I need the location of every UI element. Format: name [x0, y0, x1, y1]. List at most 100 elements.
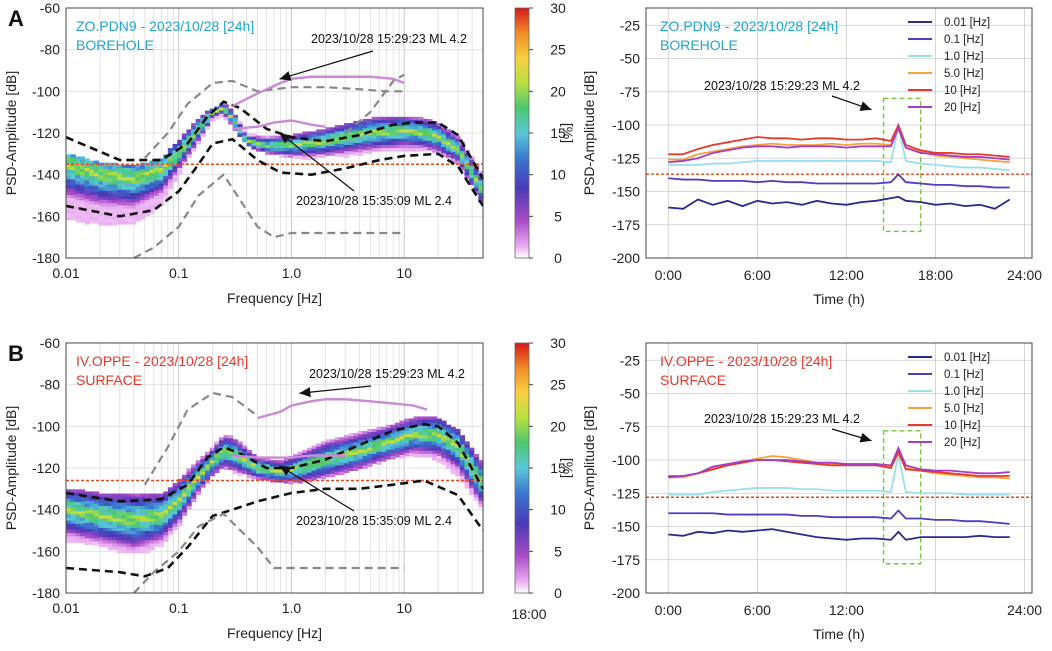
x-axis-label: Time (h) — [813, 626, 865, 642]
density-cell — [260, 144, 266, 149]
density-cell — [232, 445, 239, 450]
density-cell — [107, 527, 113, 532]
density-cell — [223, 116, 229, 121]
density-cell — [163, 179, 169, 183]
density-cell — [181, 496, 188, 501]
density-cell — [422, 118, 428, 123]
density-cell — [432, 441, 438, 445]
density-cell — [93, 516, 100, 520]
density-cell — [339, 143, 345, 148]
density-cell — [381, 426, 387, 431]
x-axis-label: Time (h) — [813, 291, 865, 307]
density-cell — [427, 137, 433, 142]
density-cell — [209, 453, 215, 458]
density-cell — [112, 527, 118, 532]
density-cell — [408, 138, 415, 143]
density-cell — [135, 493, 141, 498]
density-cell — [302, 131, 308, 135]
density-cell — [473, 494, 479, 499]
density-cell — [195, 140, 201, 145]
density-cell — [242, 470, 248, 475]
density-cell — [441, 420, 447, 425]
density-cell — [353, 136, 359, 141]
density-cell — [265, 135, 271, 140]
density-cell — [121, 211, 127, 216]
density-cell — [154, 174, 160, 178]
density-cell — [283, 479, 289, 484]
density-cell — [181, 158, 188, 163]
density-cell — [288, 141, 294, 146]
density-cell — [311, 470, 317, 475]
density-cell — [455, 469, 461, 474]
density-cell — [334, 443, 340, 448]
density-cell — [246, 459, 252, 463]
density-cell — [79, 203, 86, 207]
density-cell — [172, 150, 178, 154]
density-cell — [79, 175, 86, 179]
density-cell — [455, 444, 461, 449]
density-cell — [455, 148, 461, 152]
density-cell — [450, 426, 456, 431]
density-cell — [144, 187, 150, 192]
density-cell — [381, 429, 387, 434]
density-cell — [144, 518, 150, 523]
density-cell — [121, 515, 127, 519]
density-cell — [135, 506, 141, 510]
density-cell — [455, 432, 461, 436]
density-cell — [334, 449, 340, 454]
density-cell — [228, 463, 234, 467]
density-cell — [478, 189, 484, 194]
density-cell — [223, 438, 229, 442]
density-cell — [218, 452, 225, 457]
density-cell — [478, 183, 484, 188]
density-cell — [191, 483, 197, 487]
density-cell — [413, 135, 419, 140]
density-cell — [79, 489, 86, 493]
density-cell — [306, 466, 313, 470]
density-cell — [357, 136, 364, 141]
density-cell — [232, 114, 239, 119]
density-cell — [325, 127, 331, 131]
density-cell — [149, 198, 155, 202]
density-cell — [404, 144, 410, 149]
density-cell — [84, 180, 90, 184]
density-cell — [93, 166, 100, 171]
x-tick-label: 12:00 — [829, 602, 864, 618]
density-cell — [367, 143, 373, 148]
density-cell — [209, 463, 215, 467]
density-cell — [130, 202, 137, 206]
density-cell — [177, 488, 183, 492]
density-cell — [348, 138, 354, 143]
density-cell — [177, 503, 183, 508]
density-cell — [469, 156, 475, 160]
annotation-ml24: 2023/10/28 15:35:09 ML 2.4 — [296, 194, 452, 208]
density-cell — [237, 121, 243, 125]
density-cell — [116, 192, 123, 197]
density-cell — [455, 450, 461, 455]
density-cell — [66, 160, 72, 165]
density-cell — [357, 142, 364, 147]
density-cell — [348, 448, 354, 453]
density-cell — [357, 431, 364, 435]
density-cell — [330, 127, 336, 131]
density-cell — [154, 499, 160, 504]
density-cell — [436, 456, 442, 460]
density-cell — [232, 467, 239, 472]
density-cell — [413, 453, 419, 458]
density-cell — [163, 513, 169, 517]
density-cell — [191, 476, 197, 481]
density-cell — [367, 441, 373, 445]
density-cell — [413, 438, 419, 442]
density-cell — [445, 462, 452, 466]
density-cell — [367, 432, 373, 436]
density-cell — [116, 183, 123, 188]
density-cell — [455, 438, 461, 442]
density-cell — [107, 175, 113, 179]
density-cell — [478, 196, 484, 200]
density-cell — [121, 167, 127, 172]
density-cell — [362, 443, 368, 448]
density-cell — [130, 208, 137, 213]
density-cell — [70, 517, 76, 522]
density-cell — [269, 472, 276, 477]
density-cell — [70, 160, 76, 165]
